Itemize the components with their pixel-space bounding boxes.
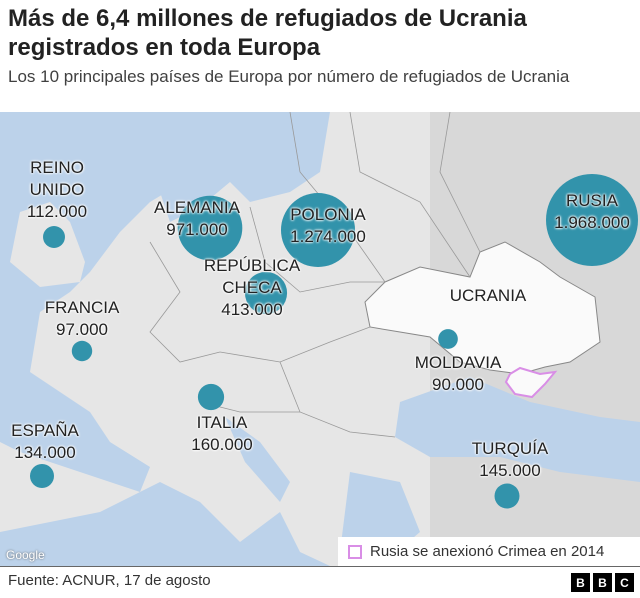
adriatic-sea <box>225 417 290 502</box>
bubble-layer <box>29 174 638 509</box>
source: Fuente: ACNUR, 17 de agosto <box>8 572 211 589</box>
google-attribution: Google <box>6 548 45 562</box>
bubble-reino-unido <box>43 226 65 248</box>
label-rusia: RUSIA 1.968.000 <box>554 190 630 234</box>
country-value: 1.968.000 <box>554 213 630 232</box>
bubble-francia <box>71 340 93 362</box>
country-value: 145.000 <box>479 461 541 480</box>
bubble-españa <box>29 463 55 489</box>
label-francia: FRANCIA 97.000 <box>45 297 120 341</box>
label-moldavia: MOLDAVIA 90.000 <box>415 352 502 396</box>
bubble-alemania <box>177 195 243 261</box>
bubble-moldavia <box>438 329 458 349</box>
bubble-república-checa <box>244 271 288 315</box>
bubble-turquía <box>494 483 520 509</box>
bubble-italia <box>197 383 225 411</box>
country-value: 413.000 <box>221 300 283 319</box>
country-name: RUSIA <box>566 191 618 210</box>
country-value: 97.000 <box>56 320 108 339</box>
country-name: FRANCIA <box>44 298 120 317</box>
label-espana: ESPAÑA 134.000 <box>11 420 79 464</box>
logo-letter: B <box>593 573 612 592</box>
country-name: REPÚBLICA CHECA <box>203 256 301 297</box>
divider <box>0 566 640 567</box>
label-polonia: POLONIA 1.274.000 <box>290 204 366 248</box>
map: REINO UNIDO 112.000 ALEMANIA 971.000 POL… <box>0 112 640 566</box>
logo-letter: B <box>571 573 590 592</box>
bubble-rusia <box>546 174 638 266</box>
label-reino-unido: REINO UNIDO 112.000 <box>22 157 92 223</box>
label-italia: ITALIA 160.000 <box>191 412 252 456</box>
bubble-polonia <box>280 192 356 268</box>
north-sea <box>160 112 330 222</box>
mediterranean-sea <box>0 482 330 566</box>
black-sea <box>395 377 640 482</box>
logo-letter: C <box>615 573 634 592</box>
country-value: 160.000 <box>191 435 253 454</box>
legend-label: Rusia se anexionó Crimea en 2014 <box>370 543 605 560</box>
label-alemania: ALEMANIA 971.000 <box>154 197 240 241</box>
country-name: MOLDAVIA <box>414 353 502 372</box>
country-name: REINO UNIDO <box>29 158 85 199</box>
label-republica-checa: REPÚBLICA CHECA 413.000 <box>192 255 312 321</box>
country-value: 112.000 <box>26 202 88 221</box>
country-name: TURQUÍA <box>471 439 549 458</box>
bbc-logo: B B C <box>571 573 634 592</box>
legend: Rusia se anexionó Crimea en 2014 <box>338 537 640 566</box>
crimea-region <box>504 366 558 399</box>
label-turquia: TURQUÍA 145.000 <box>472 438 549 482</box>
country-name: ITALIA <box>196 413 248 432</box>
country-value: 90.000 <box>432 375 484 394</box>
atlantic-sea <box>0 112 250 492</box>
page-subtitle: Los 10 principales países de Europa por … <box>8 67 570 86</box>
country-name: ESPAÑA <box>11 421 79 440</box>
country-value: 971.000 <box>166 220 228 239</box>
label-ucrania: UCRANIA <box>449 286 527 305</box>
page-title: Más de 6,4 millones de refugiados de Ucr… <box>8 5 527 61</box>
country-name: ALEMANIA <box>154 198 240 217</box>
country-name: POLONIA <box>290 205 366 224</box>
crimea-swatch <box>348 544 362 559</box>
country-value: 1.274.000 <box>290 227 366 246</box>
country-value: 134.000 <box>14 443 76 462</box>
